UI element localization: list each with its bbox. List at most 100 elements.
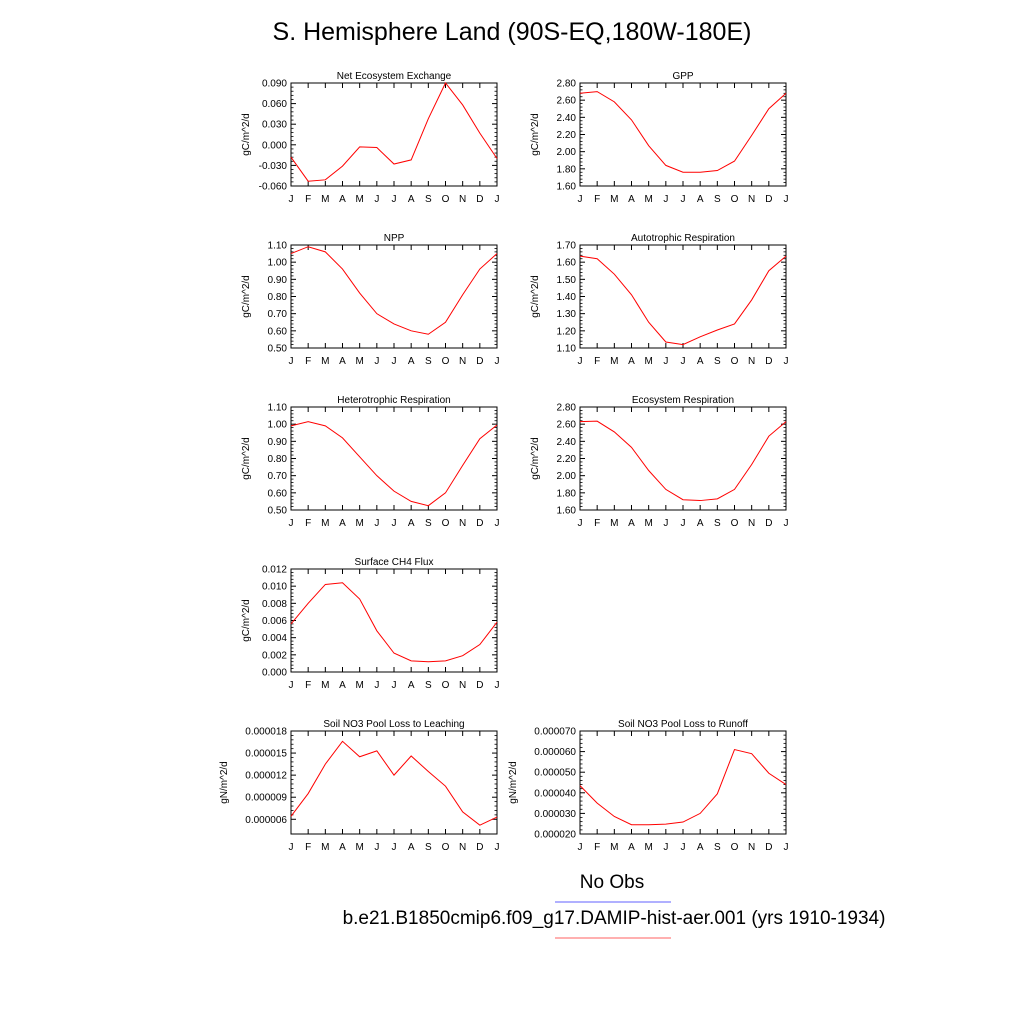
x-tick-label: S: [714, 518, 721, 529]
y-tick-label: 2.80: [557, 403, 577, 414]
y-tick-label: -0.060: [259, 182, 288, 193]
y-tick-label: 0.060: [262, 99, 287, 110]
y-axis-label: gC/m^2/d: [530, 113, 541, 156]
y-tick-label: 1.60: [557, 506, 577, 517]
y-tick-label: 0.000040: [534, 788, 576, 799]
y-tick-label: 0.000030: [534, 809, 576, 820]
x-tick-label: A: [339, 518, 346, 529]
x-tick-label: A: [408, 842, 415, 853]
y-tick-label: 1.70: [557, 241, 577, 252]
x-tick-label: S: [425, 194, 432, 205]
series-line: [290, 246, 498, 335]
x-tick-label: F: [305, 842, 311, 853]
legend-obs-text: No Obs: [579, 872, 645, 893]
y-tick-label: 0.70: [268, 309, 288, 320]
y-tick-label: 1.10: [268, 403, 288, 414]
x-tick-label: J: [663, 356, 668, 367]
x-tick-label: M: [644, 842, 652, 853]
y-tick-label: 0.000: [262, 140, 287, 151]
y-tick-label: 2.80: [557, 79, 577, 90]
x-tick-label: J: [578, 842, 583, 853]
x-tick-label: S: [425, 842, 432, 853]
x-tick-label: N: [459, 518, 466, 529]
x-tick-label: J: [374, 842, 379, 853]
panel-title: Autotrophic Respiration: [631, 233, 735, 244]
x-tick-label: J: [289, 680, 294, 691]
y-axis-label: gC/m^2/d: [530, 437, 541, 480]
y-tick-label: 0.60: [268, 326, 288, 337]
x-tick-label: N: [459, 194, 466, 205]
x-tick-label: J: [289, 356, 294, 367]
x-tick-label: A: [628, 194, 635, 205]
x-tick-label: S: [425, 680, 432, 691]
series-line: [579, 255, 787, 346]
panel-title: Ecosystem Respiration: [632, 395, 734, 406]
y-tick-label: 0.000015: [245, 749, 287, 760]
series-line: [290, 82, 498, 182]
x-tick-label: A: [697, 842, 704, 853]
x-tick-label: O: [442, 356, 450, 367]
x-tick-label: N: [748, 518, 755, 529]
y-tick-label: 0.000060: [534, 747, 576, 758]
x-tick-label: N: [748, 356, 755, 367]
series-line: [290, 421, 498, 507]
x-tick-label: J: [374, 680, 379, 691]
x-tick-label: D: [476, 518, 483, 529]
y-axis-label: gC/m^2/d: [241, 437, 252, 480]
x-tick-label: A: [339, 842, 346, 853]
legend-model-text: b.e21.B1850cmip6.f09_g17.DAMIP-hist-aer.…: [342, 908, 886, 929]
x-tick-label: A: [697, 356, 704, 367]
x-tick-label: F: [594, 518, 600, 529]
x-tick-label: S: [425, 356, 432, 367]
x-tick-label: A: [628, 518, 635, 529]
y-tick-label: 0.50: [268, 344, 288, 355]
x-tick-label: F: [305, 356, 311, 367]
y-axis-label: gC/m^2/d: [241, 275, 252, 318]
y-tick-label: 0.000050: [534, 768, 576, 779]
y-tick-label: 1.00: [268, 258, 288, 269]
x-tick-label: A: [697, 194, 704, 205]
x-tick-label: O: [442, 842, 450, 853]
x-tick-label: A: [339, 356, 346, 367]
y-tick-label: 1.60: [557, 258, 577, 269]
x-tick-label: M: [355, 518, 363, 529]
x-tick-label: D: [476, 356, 483, 367]
x-tick-label: J: [392, 356, 397, 367]
y-tick-label: 0.000018: [245, 727, 287, 738]
x-tick-label: D: [476, 194, 483, 205]
x-tick-label: A: [408, 194, 415, 205]
x-tick-label: F: [305, 680, 311, 691]
y-tick-label: 0.000009: [245, 793, 287, 804]
x-tick-label: S: [714, 194, 721, 205]
x-tick-label: J: [663, 194, 668, 205]
x-tick-label: O: [442, 680, 450, 691]
x-tick-label: J: [784, 842, 789, 853]
x-tick-label: D: [765, 518, 772, 529]
series-line: [290, 582, 498, 663]
x-tick-label: A: [628, 842, 635, 853]
x-tick-label: J: [374, 194, 379, 205]
x-tick-label: F: [305, 194, 311, 205]
x-tick-label: J: [681, 356, 686, 367]
y-tick-label: 0.090: [262, 79, 287, 90]
x-tick-label: O: [731, 842, 739, 853]
x-tick-label: A: [408, 680, 415, 691]
y-tick-label: 2.00: [557, 471, 577, 482]
x-tick-label: F: [305, 518, 311, 529]
x-tick-label: M: [355, 194, 363, 205]
y-tick-label: 2.60: [557, 420, 577, 431]
x-tick-label: F: [594, 194, 600, 205]
x-tick-label: M: [610, 518, 618, 529]
y-tick-label: 2.00: [557, 147, 577, 158]
y-tick-label: 0.010: [262, 582, 287, 593]
x-tick-label: O: [442, 518, 450, 529]
series-line: [579, 91, 787, 173]
x-tick-label: M: [355, 356, 363, 367]
